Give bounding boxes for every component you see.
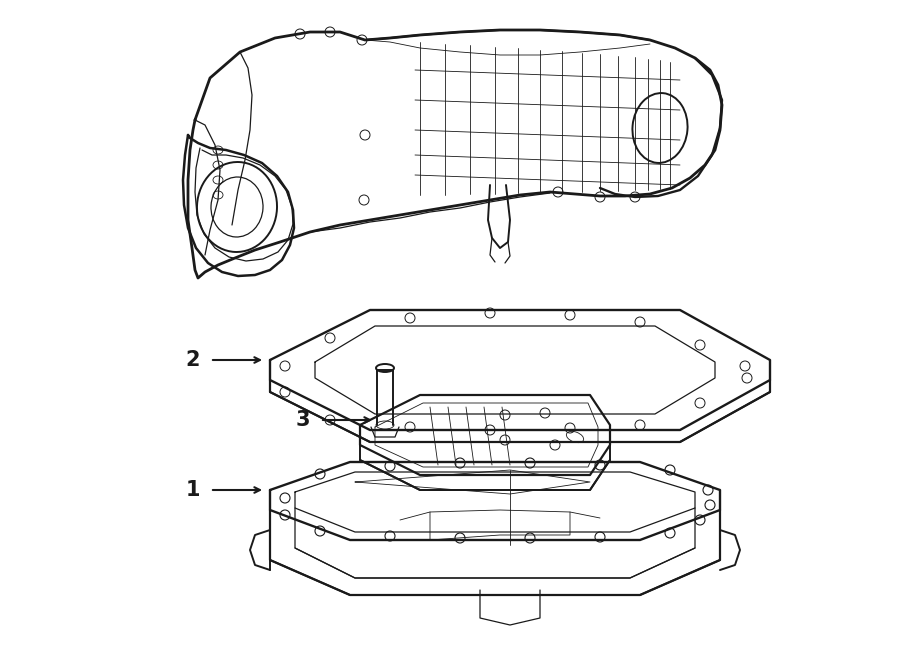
Text: 3: 3 — [295, 410, 310, 430]
Text: 2: 2 — [185, 350, 200, 370]
Text: 1: 1 — [185, 480, 200, 500]
